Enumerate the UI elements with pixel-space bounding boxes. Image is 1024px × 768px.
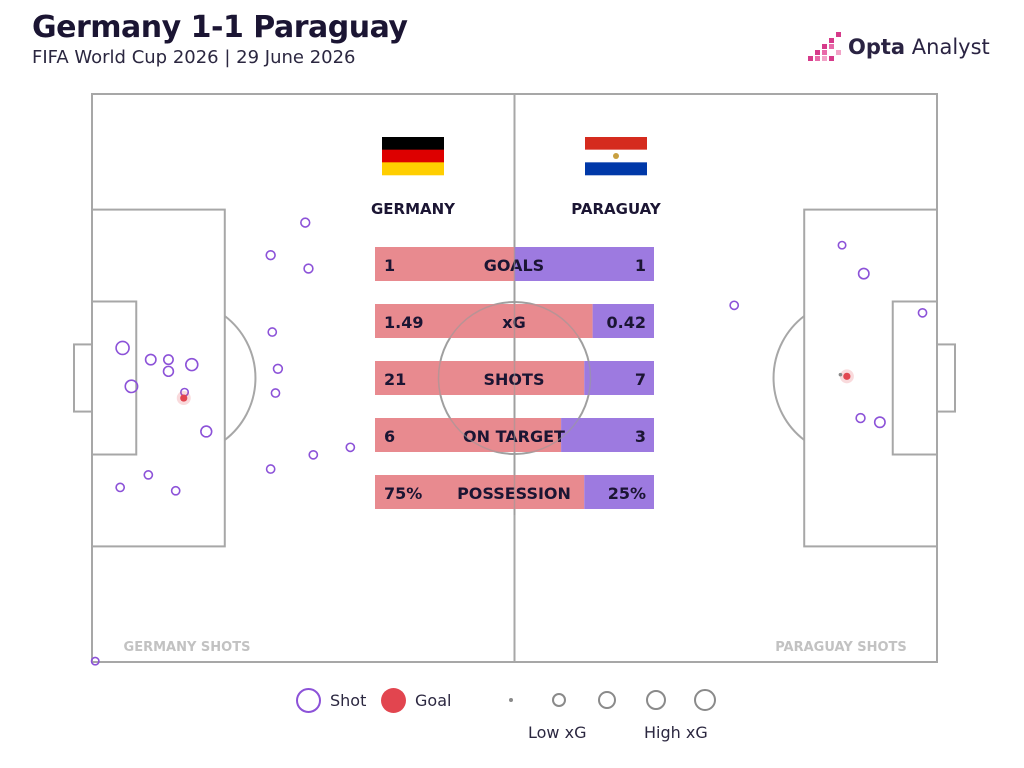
home-shot xyxy=(303,263,314,274)
stat-home-value: 1.49 xyxy=(384,313,423,332)
home-shot xyxy=(200,425,213,438)
stat-away-value: 7 xyxy=(635,370,646,389)
xg-size-scale xyxy=(509,689,716,711)
home-shot xyxy=(185,357,199,372)
centre-circle-overlay xyxy=(437,301,592,455)
xg-size-1 xyxy=(509,698,513,702)
brand-bold: Opta xyxy=(848,35,906,59)
shot-map-chart: GERMANY PARAGUAY GERMANY SHOTS PARAGUAY SHO… xyxy=(73,93,956,666)
germany-flag-icon-stripe xyxy=(382,137,444,150)
left-six-yard-box xyxy=(91,300,138,456)
away-shots-label: PARAGUAY SHOTS xyxy=(775,640,907,655)
left-penalty-arc xyxy=(224,315,257,441)
legend-high-xg: High xG xyxy=(644,723,708,742)
home-shot xyxy=(265,250,276,261)
right-goal xyxy=(936,343,956,413)
stat-bar-away xyxy=(592,304,654,338)
right-penalty-box xyxy=(803,208,939,548)
legend-goal: Goal xyxy=(381,688,451,713)
xg-size-2 xyxy=(552,693,566,707)
home-shot xyxy=(90,656,100,666)
away-shot xyxy=(873,416,886,429)
away-shot xyxy=(729,300,740,311)
home-shot xyxy=(143,470,154,480)
home-shot xyxy=(267,327,278,337)
home-shot xyxy=(144,353,157,366)
stat-bar-away xyxy=(584,361,654,395)
left-goal xyxy=(73,343,93,413)
left-penalty-box xyxy=(91,208,226,548)
stat-home-value: 1 xyxy=(384,256,395,275)
xg-size-3 xyxy=(598,691,616,709)
home-shot xyxy=(265,464,276,474)
stat-away-value: 3 xyxy=(635,427,646,446)
paraguay-flag-emblem-icon xyxy=(613,153,619,159)
brand-name: Opta Analyst xyxy=(848,35,990,59)
home-shot xyxy=(308,449,319,460)
home-shot xyxy=(272,363,284,375)
home-shot xyxy=(115,482,126,493)
legend: Shot Goal Low xG High xG xyxy=(0,680,1024,760)
xg-size-5 xyxy=(694,689,716,711)
legend-shot-label: Shot xyxy=(330,691,367,710)
home-shot xyxy=(300,217,311,228)
away-shot xyxy=(917,307,928,318)
home-shot xyxy=(162,354,174,366)
stat-bar-home xyxy=(375,304,593,338)
stat-home-value: 75% xyxy=(384,484,422,503)
home-shot xyxy=(124,379,139,394)
legend-goal-label: Goal xyxy=(415,691,452,710)
away-shot xyxy=(838,372,843,377)
stat-bar-home xyxy=(375,361,585,395)
stat-bar-home xyxy=(375,475,585,509)
stat-bar-home xyxy=(375,247,515,281)
page-title: Germany 1-1 Paraguay xyxy=(32,10,408,45)
germany-flag-icon-stripe xyxy=(382,149,444,163)
goal-marker-icon xyxy=(381,688,406,713)
legend-low-xg: Low xG xyxy=(528,723,587,742)
stat-home-value: 21 xyxy=(384,370,406,389)
home-shot xyxy=(270,388,281,398)
right-penalty-arc xyxy=(772,315,805,441)
paraguay-flag-icon-stripe xyxy=(585,137,647,150)
away-goal xyxy=(843,372,851,380)
stat-away-value: 1 xyxy=(635,256,646,275)
home-shot xyxy=(170,485,181,496)
stat-away-value: 0.42 xyxy=(607,313,646,332)
home-shot xyxy=(162,365,175,378)
stat-bar-away xyxy=(561,418,654,452)
stat-home-value: 6 xyxy=(384,427,395,446)
brand-logo: Opta Analyst xyxy=(808,30,990,64)
brand-light: Analyst xyxy=(905,35,990,59)
opta-logo-icon xyxy=(808,32,841,61)
home-team-name: GERMANY xyxy=(371,200,456,218)
away-team-name: PARAGUAY xyxy=(571,200,662,218)
away-shot xyxy=(857,267,870,280)
right-six-yard-box xyxy=(891,300,939,456)
shot-marker-icon xyxy=(296,688,321,713)
stat-bar-home xyxy=(375,418,562,452)
paraguay-flag-icon-stripe xyxy=(585,162,647,176)
legend-shot: Shot xyxy=(296,688,366,713)
stat-away-value: 25% xyxy=(608,484,646,503)
stat-bar-away xyxy=(514,247,654,281)
away-shot xyxy=(855,412,866,424)
home-goal xyxy=(180,394,188,402)
away-shot xyxy=(837,240,847,250)
stat-bar-away xyxy=(584,475,654,509)
home-shot xyxy=(115,340,130,356)
germany-flag-icon-stripe xyxy=(382,162,444,176)
home-shot xyxy=(345,442,356,453)
page-subtitle: FIFA World Cup 2026 | 29 June 2026 xyxy=(32,47,356,68)
home-shots-label: GERMANY SHOTS xyxy=(124,640,251,655)
xg-size-4 xyxy=(646,690,666,710)
